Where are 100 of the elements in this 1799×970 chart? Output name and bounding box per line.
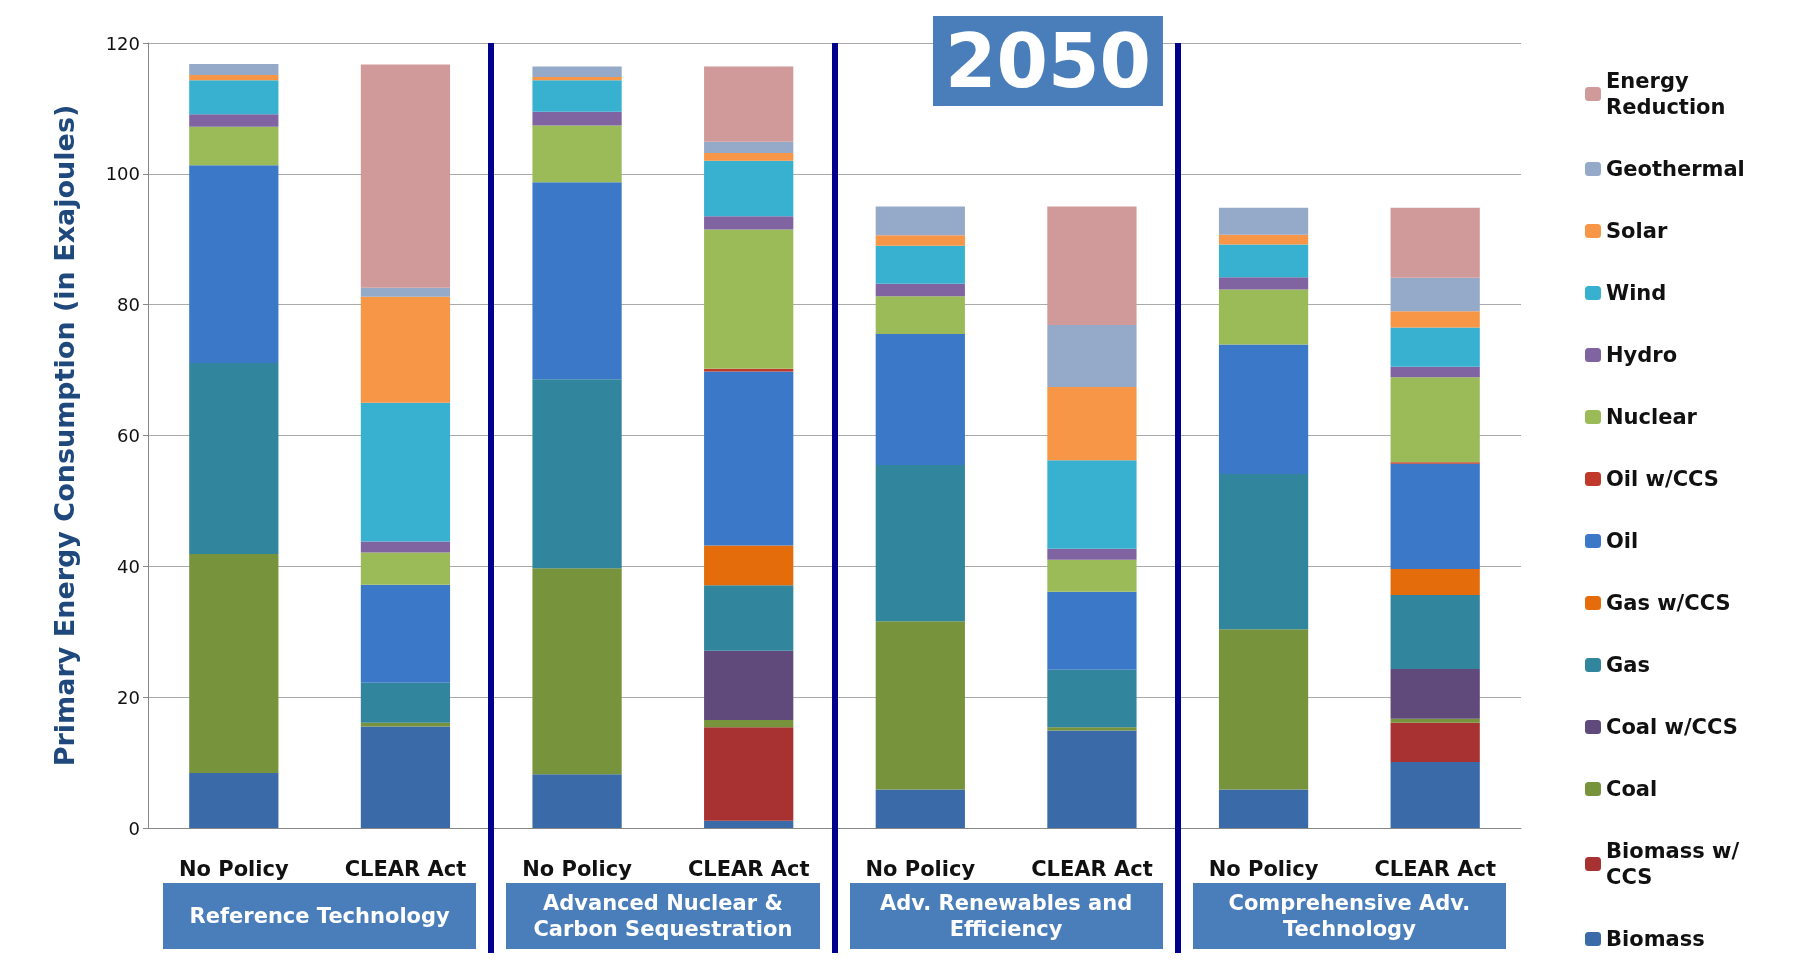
bar xyxy=(1047,559,1137,592)
bar xyxy=(360,722,451,727)
bar xyxy=(875,283,965,297)
legend-label: Biomass w/CCS xyxy=(1606,839,1740,889)
bar xyxy=(360,541,451,553)
bar xyxy=(532,379,622,569)
bar xyxy=(1390,327,1480,367)
y-tick-label: 100 xyxy=(105,163,140,185)
legend-label: Biomass xyxy=(1606,927,1705,951)
bar xyxy=(704,160,794,217)
bar xyxy=(1218,344,1309,475)
bar xyxy=(704,727,794,821)
bar xyxy=(875,206,965,236)
y-tick-label: 40 xyxy=(117,555,140,577)
bar xyxy=(875,296,965,335)
bar xyxy=(532,77,622,81)
legend-label: Coal xyxy=(1606,777,1658,801)
bar xyxy=(704,545,794,586)
x-tick-label: CLEAR Act xyxy=(1374,856,1496,881)
bar xyxy=(532,182,622,380)
bar xyxy=(1218,789,1309,828)
bar xyxy=(704,152,794,161)
bar xyxy=(1047,669,1137,728)
bar xyxy=(189,75,279,81)
bar xyxy=(189,165,279,363)
y-tick-label: 60 xyxy=(117,425,140,446)
bar xyxy=(875,621,965,790)
bar xyxy=(1390,761,1480,828)
bar xyxy=(360,552,451,585)
text: Comprehensive Adv. Technology xyxy=(1192,883,1506,949)
bar xyxy=(704,720,794,728)
chart-title: 2050 xyxy=(945,18,1151,104)
bar xyxy=(1047,206,1137,325)
bar xyxy=(360,64,451,288)
bar xyxy=(704,141,794,153)
text: Reference Technology xyxy=(163,883,477,949)
bar xyxy=(1047,387,1137,461)
bar xyxy=(1390,718,1480,723)
bar xyxy=(360,296,451,403)
bar xyxy=(1218,277,1309,290)
bar xyxy=(704,820,794,828)
bar xyxy=(1390,207,1480,278)
x-tick-label: No Policy xyxy=(178,856,289,881)
y-tick-label: 0 xyxy=(128,817,140,839)
bar xyxy=(532,774,622,828)
bar xyxy=(704,650,794,721)
bar xyxy=(189,63,279,76)
bar xyxy=(1218,234,1309,245)
bar xyxy=(360,402,451,542)
bar xyxy=(1047,591,1137,670)
bar xyxy=(1390,277,1480,312)
bar xyxy=(360,584,451,683)
legend-label: Geothermal xyxy=(1606,157,1745,181)
bar xyxy=(1218,207,1309,235)
bar xyxy=(189,362,279,554)
y-tick-label: 120 xyxy=(105,32,140,54)
bar xyxy=(1047,727,1137,731)
bar xyxy=(1390,377,1480,463)
bar xyxy=(1390,463,1480,569)
bar xyxy=(1218,629,1309,790)
legend-label: Gas w/CCS xyxy=(1606,591,1731,615)
x-tick-label: CLEAR Act xyxy=(344,856,467,881)
bar xyxy=(1390,722,1480,762)
x-tick-label: No Policy xyxy=(1208,856,1319,881)
legend-label: Oil w/CCS xyxy=(1606,467,1719,491)
bar xyxy=(875,789,965,828)
bar xyxy=(360,682,451,723)
bar xyxy=(1047,548,1137,560)
bar xyxy=(532,111,622,126)
legend-label: Oil xyxy=(1606,529,1639,553)
legend-label: Wind xyxy=(1606,281,1667,305)
bar xyxy=(875,245,965,284)
bar xyxy=(1047,324,1137,388)
bar xyxy=(1390,595,1480,670)
bar xyxy=(189,80,279,115)
legend-label: Coal w/CCS xyxy=(1606,715,1738,739)
bar xyxy=(532,568,622,775)
y-tick-label: 80 xyxy=(117,294,140,316)
bar xyxy=(360,726,451,828)
bar xyxy=(875,235,965,246)
bar xyxy=(875,464,965,622)
x-tick-label: No Policy xyxy=(865,856,976,881)
bar xyxy=(1390,311,1480,328)
bar xyxy=(1390,568,1480,596)
bar xyxy=(1218,244,1309,278)
x-tick-label: No Policy xyxy=(522,856,633,881)
bar xyxy=(704,216,794,230)
bar xyxy=(704,585,794,651)
y-tick-label: 20 xyxy=(117,686,140,708)
bar xyxy=(189,126,279,166)
bar xyxy=(532,80,622,112)
bar xyxy=(189,114,279,127)
bar xyxy=(1047,460,1137,549)
legend-label: Nuclear xyxy=(1606,405,1698,429)
bar xyxy=(1218,289,1309,345)
bar xyxy=(360,287,451,297)
x-tick-label: CLEAR Act xyxy=(1031,856,1153,881)
bar xyxy=(189,553,279,774)
legend-label: Gas xyxy=(1606,653,1650,677)
bar xyxy=(532,125,622,183)
